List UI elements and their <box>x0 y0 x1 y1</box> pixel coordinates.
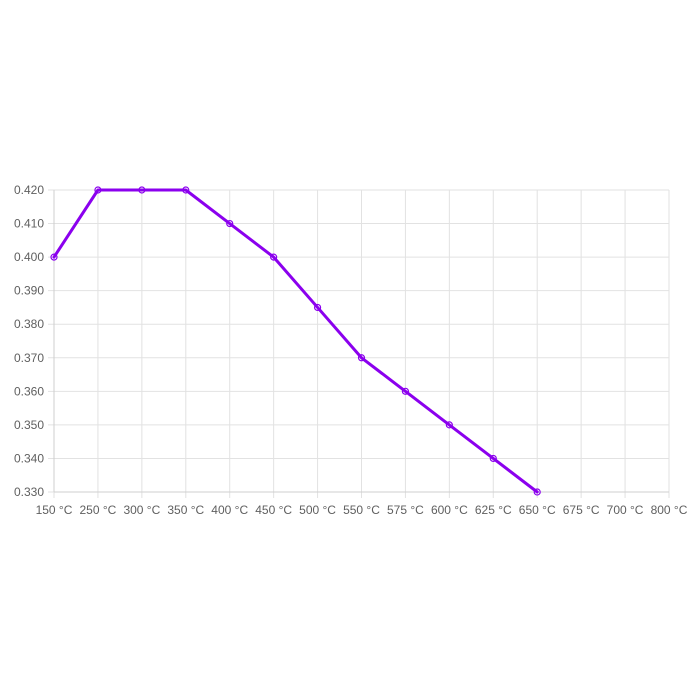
x-tick-label: 500 °C <box>299 503 336 517</box>
data-point[interactable] <box>401 387 410 395</box>
x-tick-label: 400 °C <box>211 503 248 517</box>
x-tick-label: 350 °C <box>167 503 204 517</box>
y-tick-label: 0.420 <box>14 183 44 197</box>
axes <box>53 190 669 493</box>
x-tick-label: 625 °C <box>475 503 512 517</box>
x-tick-label: 675 °C <box>563 503 600 517</box>
data-point[interactable] <box>138 186 146 194</box>
data-point[interactable] <box>50 253 58 261</box>
y-tick-label: 0.340 <box>14 451 44 465</box>
y-tick-label: 0.360 <box>14 384 44 398</box>
x-tick-label: 300 °C <box>123 503 160 517</box>
y-tick-label: 0.350 <box>14 418 44 432</box>
x-tick-label: 700 °C <box>607 503 644 517</box>
x-tick-label: 450 °C <box>255 503 292 517</box>
data-point[interactable] <box>94 186 102 194</box>
y-tick-label: 0.400 <box>14 250 44 264</box>
x-tick-label: 575 °C <box>387 503 424 517</box>
series-line <box>52 188 539 494</box>
x-tick-label: 250 °C <box>80 503 117 517</box>
data-point[interactable] <box>357 354 366 362</box>
y-tick-label: 0.380 <box>14 317 44 331</box>
y-tick-label: 0.410 <box>14 217 44 231</box>
x-tick-label: 800 °C <box>651 503 688 517</box>
y-tick-label: 0.390 <box>14 284 44 298</box>
data-point[interactable] <box>313 303 322 312</box>
y-tick-label: 0.370 <box>14 351 44 365</box>
y-axis-tick-labels: 0.420 0.410 0.400 0.390 0.380 0.370 0.360 0.350… <box>14 183 44 499</box>
x-axis-tick-labels: 150 °C 250 °C 300 °C 350 °C 400 °C 450 °C 500 … <box>36 503 688 517</box>
x-tick-label: 150 °C <box>36 503 73 517</box>
x-tick-label: 550 °C <box>343 503 380 517</box>
series-group <box>50 186 541 496</box>
data-point[interactable] <box>445 421 453 429</box>
grid <box>48 189 670 498</box>
y-tick-label: 0.330 <box>14 485 44 499</box>
x-tick-label: 650 °C <box>519 503 556 517</box>
data-point[interactable] <box>182 186 190 194</box>
data-point[interactable] <box>533 488 541 496</box>
data-point[interactable] <box>270 253 278 261</box>
x-tick-label: 600 °C <box>431 503 468 517</box>
data-point[interactable] <box>226 219 234 228</box>
data-point[interactable] <box>489 454 497 463</box>
